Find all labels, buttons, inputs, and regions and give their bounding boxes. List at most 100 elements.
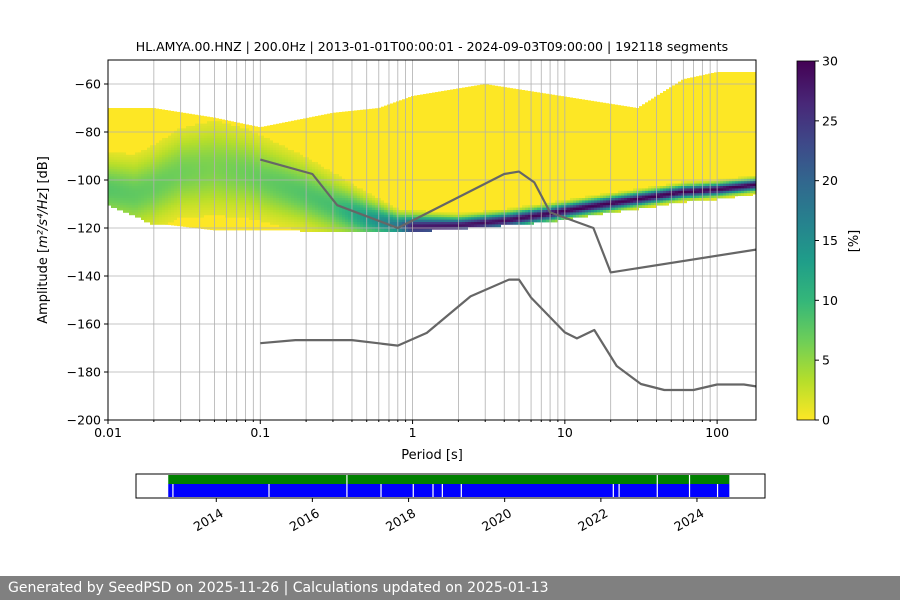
density-cell <box>201 138 204 141</box>
density-cell <box>249 214 252 218</box>
density-cell <box>375 198 378 201</box>
density-cell <box>195 212 198 216</box>
density-cell <box>372 202 375 206</box>
density-cell <box>135 171 138 175</box>
density-cell <box>237 202 240 206</box>
density-cell <box>219 190 222 194</box>
density-cell <box>576 214 579 218</box>
density-cell <box>231 190 234 194</box>
density-cell <box>297 183 300 187</box>
timeline-bar-bottom <box>168 484 730 497</box>
density-column <box>375 108 378 231</box>
density-cell <box>360 224 363 228</box>
density-cell <box>585 205 588 208</box>
density-cell <box>414 229 417 232</box>
density-cell <box>402 217 405 220</box>
density-cell <box>309 198 312 201</box>
density-cell <box>297 222 300 225</box>
density-cell <box>297 207 300 211</box>
y-axis-label-main: Amplitude [ <box>36 248 51 324</box>
density-cell <box>720 190 723 194</box>
density-cell <box>246 188 249 192</box>
density-cell <box>231 188 234 192</box>
density-cell <box>603 205 606 208</box>
density-cell <box>528 222 531 225</box>
density-cell <box>192 212 195 216</box>
density-cell <box>108 200 111 204</box>
density-cell <box>162 190 165 194</box>
density-cell <box>177 186 180 189</box>
density-cell <box>249 174 252 177</box>
density-cell <box>477 224 480 228</box>
density-cell <box>231 154 234 158</box>
density-cell <box>339 200 342 204</box>
density-cell <box>156 219 159 223</box>
density-cell <box>357 210 360 213</box>
density-cell <box>150 183 153 187</box>
density-cell <box>675 195 678 199</box>
density-cell <box>192 193 195 196</box>
density-cell <box>267 186 270 189</box>
density-column <box>603 102 606 213</box>
density-cell <box>195 154 198 158</box>
density-cell <box>246 150 249 153</box>
density-cell <box>549 214 552 218</box>
density-column <box>522 90 525 223</box>
density-cell <box>390 210 393 213</box>
density-cell <box>246 200 249 204</box>
density-cell <box>138 154 141 158</box>
density-cell <box>672 183 675 187</box>
density-cell <box>561 202 564 206</box>
density-cell <box>300 202 303 206</box>
density-cell <box>111 157 114 160</box>
density-cell <box>192 207 195 211</box>
density-cell <box>279 171 282 175</box>
density-cell <box>285 219 288 223</box>
density-cell <box>282 186 285 189</box>
density-cell <box>564 202 567 206</box>
density-cell <box>258 147 261 151</box>
density-cell <box>216 154 219 158</box>
density-cell <box>219 188 222 192</box>
density-cell <box>159 198 162 201</box>
density-cell <box>264 200 267 204</box>
y-tick-label: −120 <box>67 221 101 236</box>
density-cell <box>606 193 609 196</box>
density-cell <box>747 186 750 189</box>
density-cell <box>291 207 294 211</box>
density-cell <box>321 193 324 196</box>
density-cell <box>195 133 198 136</box>
density-cell <box>183 147 186 151</box>
density-column <box>384 105 387 231</box>
density-cell <box>150 162 153 165</box>
density-cell <box>255 214 258 218</box>
density-cell <box>288 198 291 201</box>
density-column <box>747 72 750 196</box>
density-cell <box>387 207 390 211</box>
density-cell <box>114 200 117 204</box>
density-cell <box>306 183 309 187</box>
density-cell <box>165 157 168 160</box>
density-cell <box>210 121 213 124</box>
density-cell <box>513 222 516 225</box>
density-cell <box>408 214 411 218</box>
density-cell <box>567 214 570 218</box>
density-cell <box>117 193 120 196</box>
density-cell <box>255 210 258 213</box>
density-cell <box>174 145 177 148</box>
density-cell <box>333 181 336 184</box>
density-cell <box>591 205 594 208</box>
density-cell <box>189 200 192 204</box>
density-cell <box>258 154 261 158</box>
density-cell <box>315 198 318 201</box>
density-cell <box>216 128 219 132</box>
density-cell <box>204 135 207 139</box>
density-cell <box>291 205 294 208</box>
density-cell <box>177 214 180 218</box>
density-cell <box>138 162 141 165</box>
density-cell <box>624 205 627 208</box>
density-cell <box>129 212 132 216</box>
density-cell <box>480 224 483 228</box>
density-cell <box>633 202 636 206</box>
density-cell <box>666 195 669 199</box>
